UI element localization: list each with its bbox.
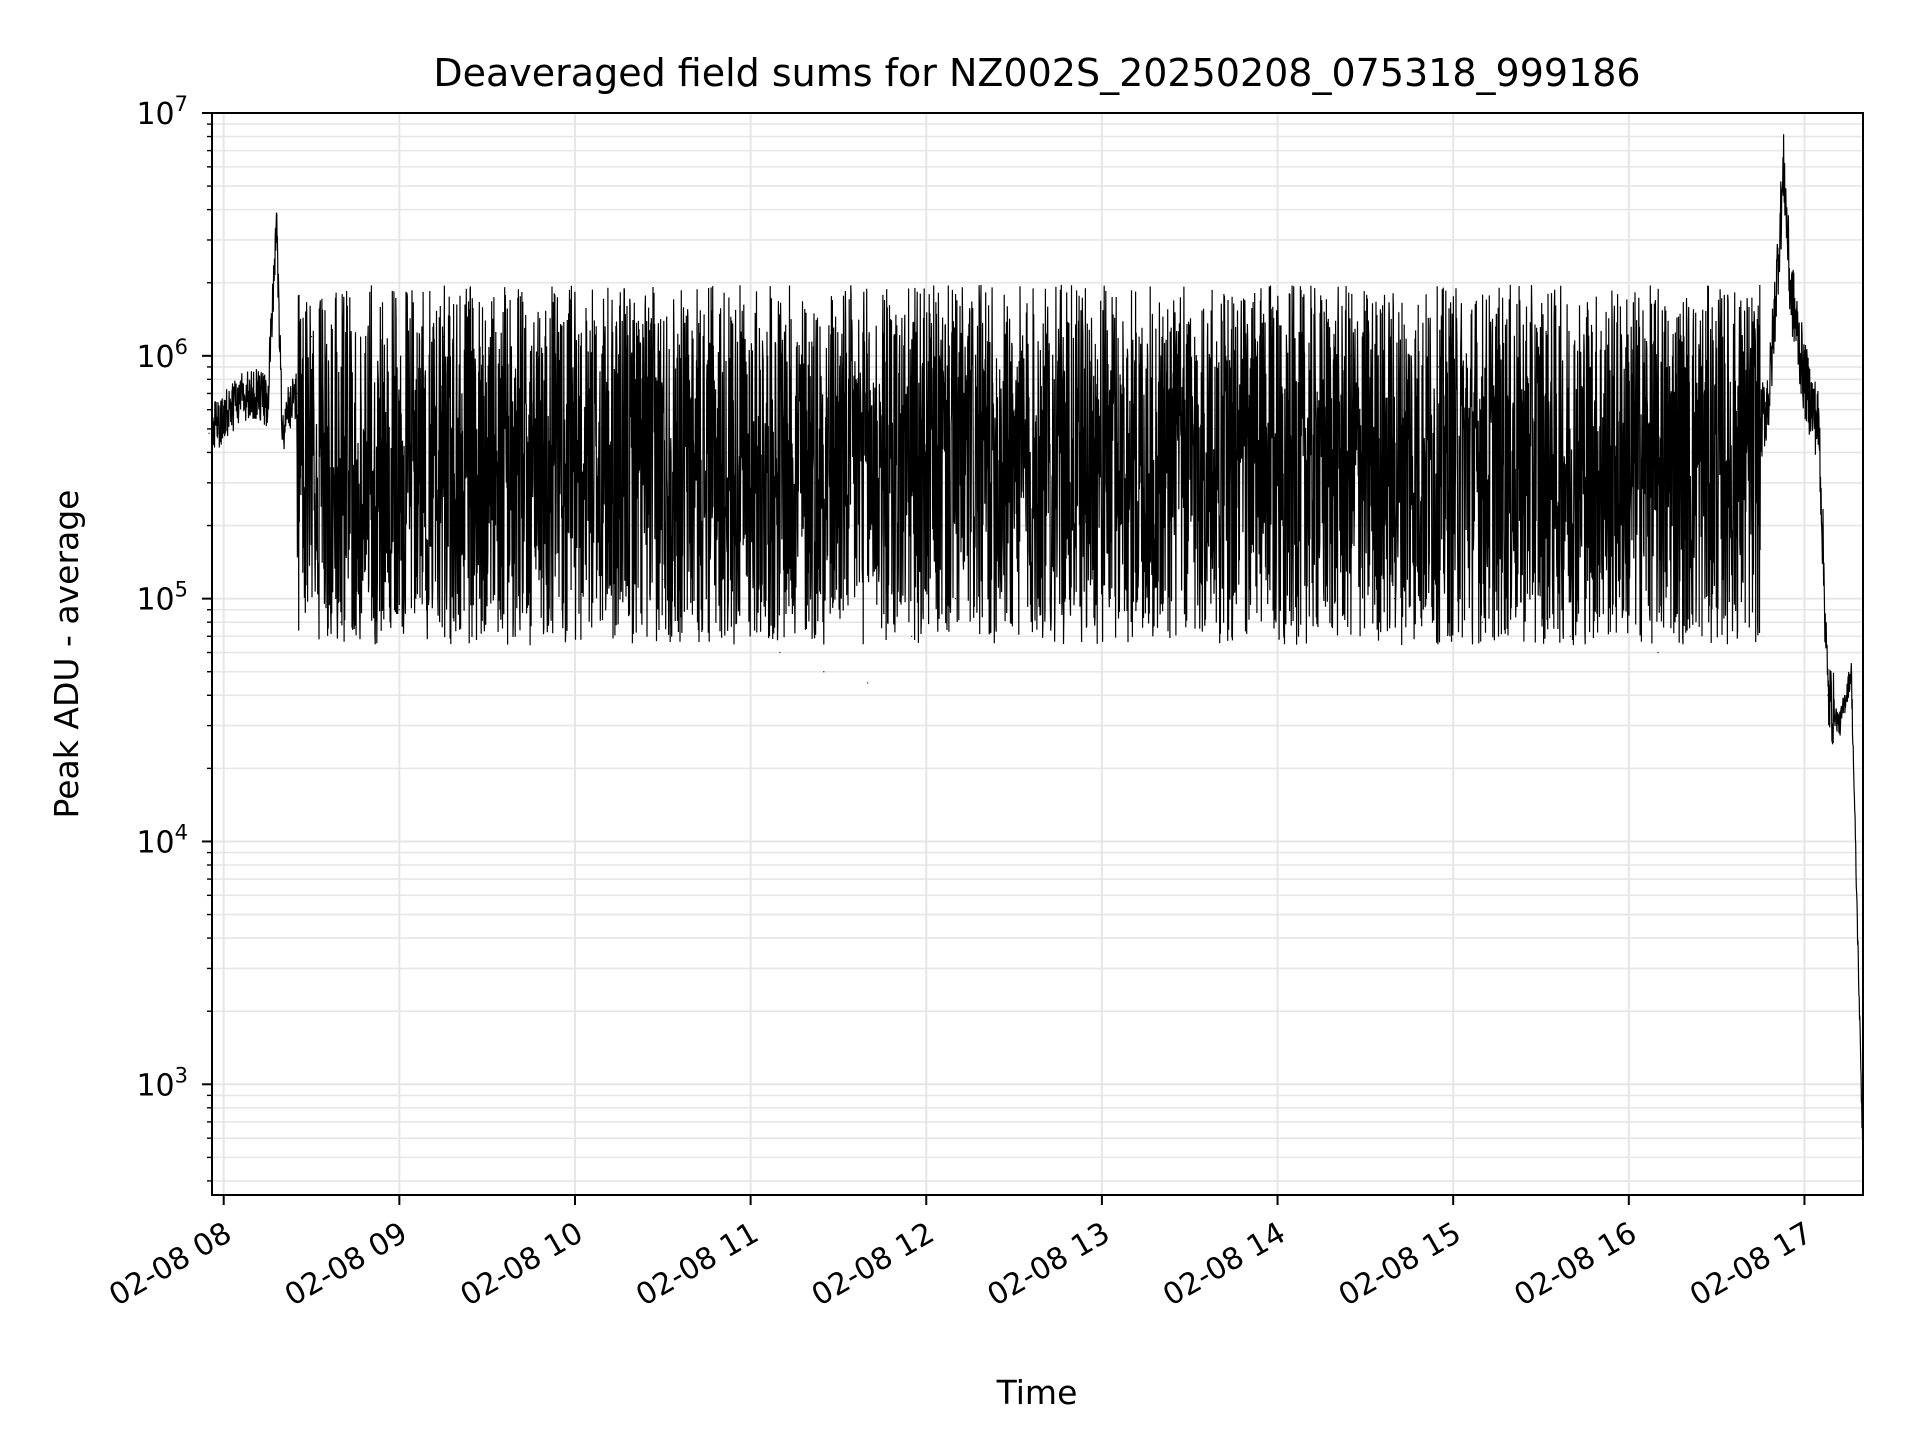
y-tick-exponent: 6 [175,335,188,359]
y-tick-base: 10 [136,97,174,132]
y-tick-label: 103 [136,1063,188,1103]
data-point [1803,378,1806,380]
data-point [442,335,444,338]
y-tick-base: 10 [136,825,174,860]
series-line [211,134,1864,1158]
y-tick-label: 104 [136,820,188,860]
y-tick-exponent: 5 [175,578,188,602]
data-point [735,598,737,600]
data-point [275,223,278,225]
data-point [1042,378,1044,380]
data-point [867,682,869,684]
y-tick-label: 106 [136,335,188,375]
y-tick-exponent: 7 [175,92,188,116]
data-point [911,635,913,637]
data-point [398,609,400,611]
data-point [1086,355,1088,357]
data-point [779,651,781,654]
plot-frame [211,112,1864,1196]
data-point [340,621,342,623]
y-tick-label: 105 [136,578,188,618]
data-point [1525,378,1527,380]
data-point [1130,524,1132,527]
data-point [208,432,210,434]
data-point [1818,428,1820,430]
data-point [998,451,1001,454]
data-point [1569,635,1571,637]
data-point [1783,166,1785,168]
data-point [530,366,532,368]
data-point [1850,671,1852,673]
data-point [574,555,576,557]
data-point [252,392,254,395]
data-point [1262,355,1264,357]
data-point [662,578,664,581]
data-point [1701,524,1703,527]
y-tick-base: 10 [136,340,174,375]
data-point [1218,598,1220,600]
data-point [706,428,708,430]
y-tick-exponent: 3 [175,1063,188,1087]
data-point [486,598,488,600]
chart-title: Deaveraged field sums for NZ002S_2025020… [433,51,1640,95]
data-point [823,671,825,673]
x-axis-label: Time [996,1373,1078,1412]
data-point [1350,355,1352,357]
data-point [1768,392,1770,395]
data-point [310,335,313,338]
data-point [1394,598,1396,600]
data-point [1827,694,1829,696]
y-tick-base: 10 [136,583,174,618]
data-point [281,428,283,430]
data-point [1789,282,1791,284]
data-point [1174,378,1176,380]
y-tick-base: 10 [136,1068,174,1103]
data-point [287,409,289,411]
data-point [1838,725,1841,727]
data-point [1437,366,1440,368]
data-point [267,400,269,402]
y-tick-exponent: 4 [175,820,188,844]
y-tick-label: 107 [136,92,188,132]
data-point [954,598,957,600]
data-point [1481,621,1484,623]
data-series [208,134,1864,1158]
y-axis-label: Peak ADU - average [47,490,86,819]
data-point [237,400,239,402]
data-point [1306,555,1308,557]
data-point [618,392,620,395]
data-point [296,392,298,395]
data-point [369,319,371,321]
data-point [1613,366,1615,368]
data-point [1657,651,1659,654]
data-point [1745,482,1747,484]
